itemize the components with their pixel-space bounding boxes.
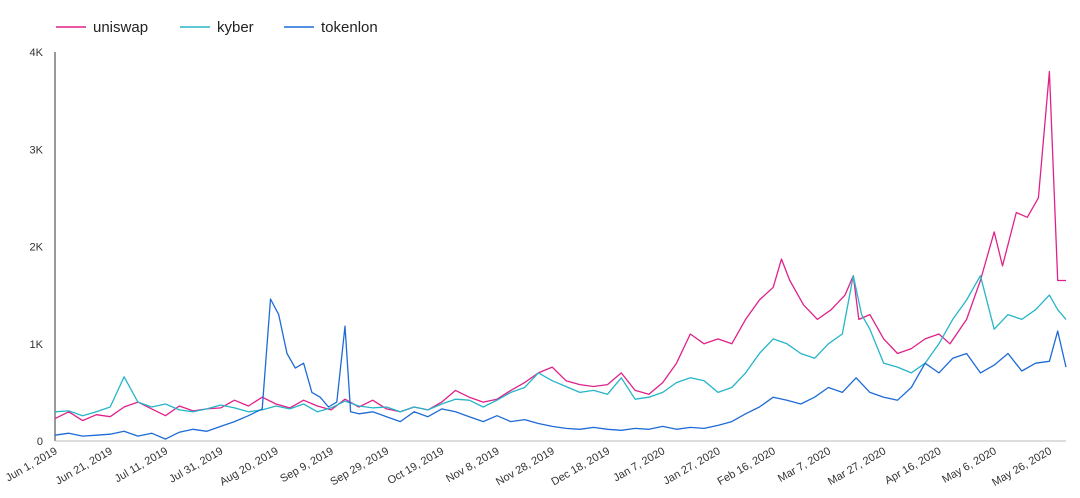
legend: uniswap kyber tokenlon: [56, 19, 378, 36]
x-tick-label: Jul 31, 2019: [167, 445, 225, 485]
x-tick-label: Mar 7, 2020: [776, 445, 833, 485]
legend-item-kyber[interactable]: kyber: [180, 19, 254, 36]
series-group: [54, 70, 1067, 440]
x-tick-label: Nov 8, 2019: [444, 445, 501, 485]
x-tick-label: Dec 18, 2019: [549, 445, 612, 488]
x-tick-label: Sep 29, 2019: [328, 445, 391, 488]
x-tick-label: Nov 28, 2019: [494, 445, 557, 488]
x-tick-label: Jun 21, 2019: [54, 445, 115, 487]
legend-label-uniswap: uniswap: [93, 19, 148, 36]
x-tick-label: Jul 11, 2019: [113, 445, 170, 485]
x-tick-label: Oct 19, 2019: [386, 445, 447, 487]
y-axis: 0 1K 2K 3K 4K: [30, 47, 56, 448]
x-tick-label: Sep 9, 2019: [278, 445, 335, 485]
y-tick-label: 0: [37, 436, 43, 448]
y-tick-label: 2K: [30, 242, 44, 254]
series-line-uniswap[interactable]: [54, 70, 1066, 422]
x-tick-label: Mar 27, 2020: [826, 445, 888, 488]
x-tick-label: Jan 7, 2020: [611, 445, 667, 484]
x-tick-label: May 26, 2020: [990, 445, 1054, 489]
x-tick-label: Jun 1, 2019: [4, 445, 60, 484]
series-line-tokenlon[interactable]: [54, 298, 1067, 440]
y-tick-label: 3K: [30, 144, 44, 156]
y-tick-label: 4K: [30, 47, 44, 59]
x-tick-label: Jan 27, 2020: [661, 445, 722, 487]
x-tick-label: Aug 20, 2019: [218, 445, 281, 488]
legend-label-kyber: kyber: [217, 19, 254, 36]
legend-item-tokenlon[interactable]: tokenlon: [284, 19, 378, 36]
legend-item-uniswap[interactable]: uniswap: [56, 19, 148, 36]
x-tick-label: Apr 16, 2020: [883, 445, 944, 487]
legend-label-tokenlon: tokenlon: [321, 19, 378, 36]
x-tick-label: Feb 16, 2020: [716, 445, 778, 488]
series-line-kyber[interactable]: [54, 275, 1067, 417]
y-tick-label: 1K: [30, 339, 44, 351]
